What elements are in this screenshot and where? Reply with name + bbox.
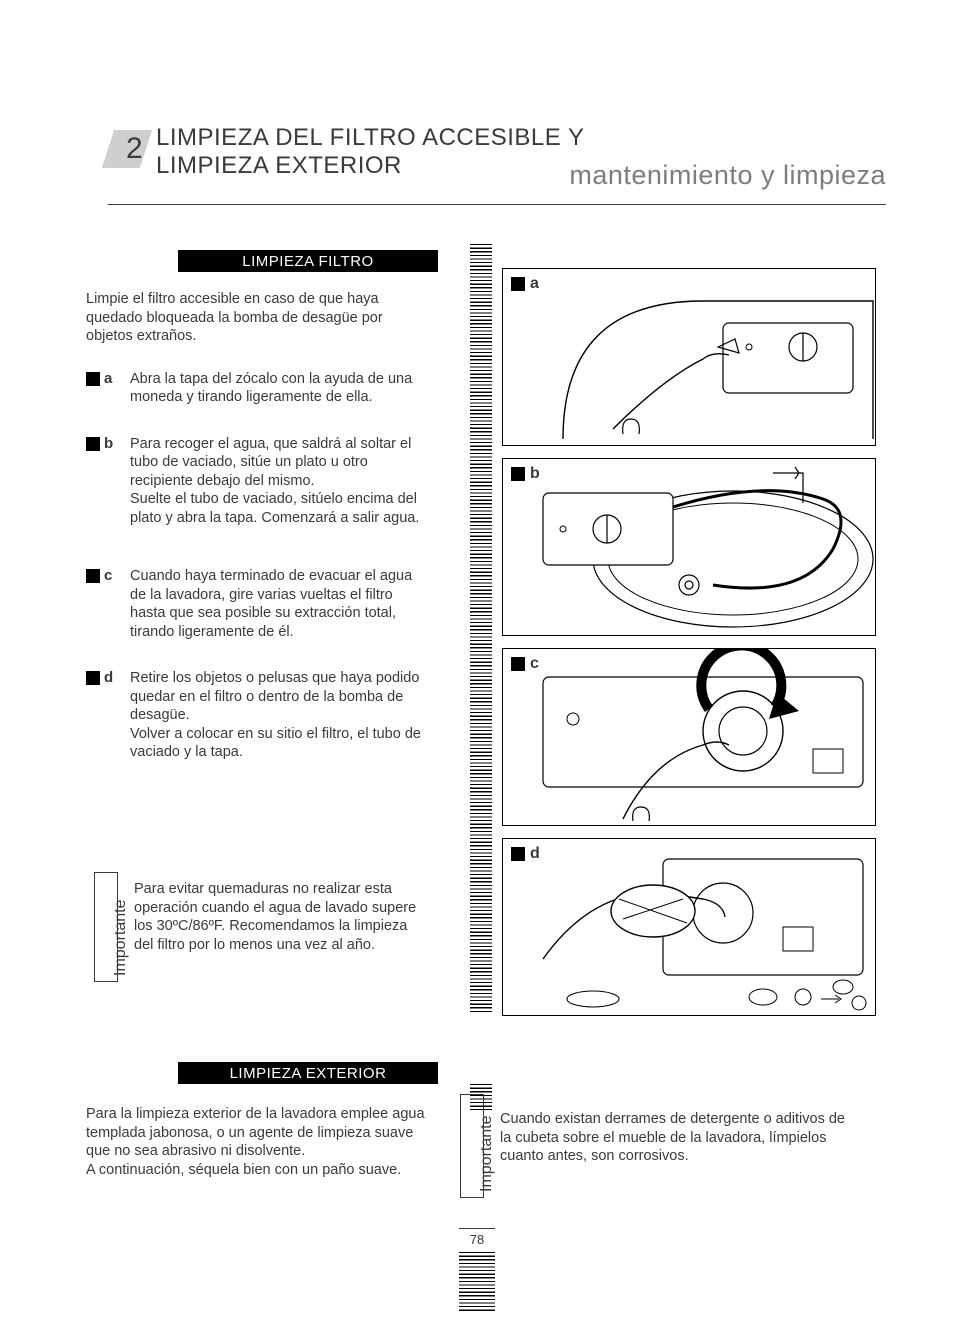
page-number: 78 [470, 1232, 484, 1247]
exterior-body: Para la limpieza exterior de la lavadora… [86, 1105, 440, 1179]
step-c-letter: c [104, 567, 112, 586]
flag-icon [86, 372, 100, 386]
step-b-letter: b [104, 435, 113, 454]
filtro-intro: Limpie el filtro accesible en caso de qu… [86, 290, 426, 346]
figure-b-illustration [503, 459, 877, 637]
flag-icon [86, 671, 100, 685]
figure-a-illustration [503, 269, 877, 447]
section-bar-filtro-label: LIMPIEZA FILTRO [242, 253, 373, 270]
importante-1-body: Para evitar quemaduras no realizar esta … [134, 880, 430, 954]
figure-d-illustration [503, 839, 877, 1017]
step-a-letter: a [104, 370, 112, 389]
page-number-stripe-icon [459, 1252, 495, 1312]
importante-2-label: Importante [478, 1116, 496, 1192]
header-rule [108, 204, 886, 205]
step-d-letter: d [104, 669, 113, 688]
flag-icon [86, 569, 100, 583]
header-title-line1: LIMPIEZA DEL FILTRO ACCESIBLE Y [156, 124, 585, 152]
step-number: 2 [126, 132, 143, 166]
filtro-text-column: Limpie el filtro accesible en caso de qu… [86, 290, 426, 790]
header-subtitle: mantenimiento y limpieza [569, 160, 886, 191]
figure-c-illustration [503, 649, 877, 827]
step-b: b Para recoger el agua, que saldrá al so… [86, 435, 426, 528]
section-bar-exterior: LIMPIEZA EXTERIOR [178, 1062, 438, 1084]
page: 2 LIMPIEZA DEL FILTRO ACCESIBLE Y LIMPIE… [0, 0, 954, 1337]
step-d-text: Retire los objetos o pelusas que haya po… [130, 670, 421, 760]
vertical-stripe-icon [470, 244, 492, 1014]
step-c-text: Cuando haya terminado de evacuar el agua… [130, 568, 412, 640]
step-b-text: Para recoger el agua, que saldrá al solt… [130, 436, 419, 526]
step-d: d Retire los objetos o pelusas que haya … [86, 669, 426, 762]
section-bar-filtro: LIMPIEZA FILTRO [178, 250, 438, 272]
flag-icon [86, 437, 100, 451]
figure-a: a [502, 268, 876, 446]
figure-c: c [502, 648, 876, 826]
section-bar-exterior-label: LIMPIEZA EXTERIOR [230, 1065, 387, 1082]
figure-b: b [502, 458, 876, 636]
step-a-text: Abra la tapa del zócalo con la ayuda de … [130, 371, 412, 406]
importante-2-body: Cuando existan derrames de detergente o … [500, 1110, 848, 1166]
figure-d: d [502, 838, 876, 1016]
importante-1-label: Importante [112, 900, 130, 976]
header-title-line2: LIMPIEZA EXTERIOR [156, 152, 402, 180]
page-number-rule [459, 1228, 495, 1229]
step-a: a Abra la tapa del zócalo con la ayuda d… [86, 370, 426, 407]
step-c: c Cuando haya terminado de evacuar el ag… [86, 567, 426, 641]
